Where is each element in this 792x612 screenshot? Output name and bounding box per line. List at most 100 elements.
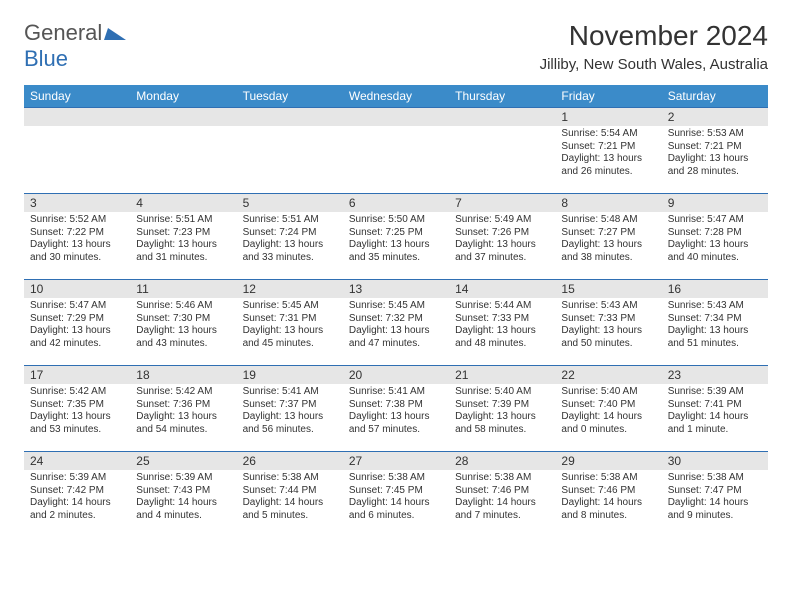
weekday-header: Tuesday [237, 85, 343, 108]
day-number: 28 [449, 452, 555, 470]
calendar-day-cell: 28Sunrise: 5:38 AMSunset: 7:46 PMDayligh… [449, 452, 555, 538]
day-details: Sunrise: 5:43 AMSunset: 7:33 PMDaylight:… [555, 298, 661, 354]
day-details: Sunrise: 5:41 AMSunset: 7:37 PMDaylight:… [237, 384, 343, 440]
calendar-day-cell: 1Sunrise: 5:54 AMSunset: 7:21 PMDaylight… [555, 108, 661, 194]
day-number: 11 [130, 280, 236, 298]
day-details: Sunrise: 5:51 AMSunset: 7:23 PMDaylight:… [130, 212, 236, 268]
day-number: 7 [449, 194, 555, 212]
calendar-day-cell: 5Sunrise: 5:51 AMSunset: 7:24 PMDaylight… [237, 194, 343, 280]
day-details: Sunrise: 5:39 AMSunset: 7:42 PMDaylight:… [24, 470, 130, 526]
calendar-day-cell: 4Sunrise: 5:51 AMSunset: 7:23 PMDaylight… [130, 194, 236, 280]
day-number: 2 [662, 108, 768, 126]
calendar-day-cell: 24Sunrise: 5:39 AMSunset: 7:42 PMDayligh… [24, 452, 130, 538]
calendar-day-cell: 9Sunrise: 5:47 AMSunset: 7:28 PMDaylight… [662, 194, 768, 280]
calendar-day-cell: 21Sunrise: 5:40 AMSunset: 7:39 PMDayligh… [449, 366, 555, 452]
day-details: Sunrise: 5:49 AMSunset: 7:26 PMDaylight:… [449, 212, 555, 268]
day-details: Sunrise: 5:40 AMSunset: 7:39 PMDaylight:… [449, 384, 555, 440]
day-details: Sunrise: 5:38 AMSunset: 7:46 PMDaylight:… [449, 470, 555, 526]
calendar-week-row: 1Sunrise: 5:54 AMSunset: 7:21 PMDaylight… [24, 108, 768, 194]
calendar-day-cell: 11Sunrise: 5:46 AMSunset: 7:30 PMDayligh… [130, 280, 236, 366]
day-number: 12 [237, 280, 343, 298]
day-details: Sunrise: 5:42 AMSunset: 7:35 PMDaylight:… [24, 384, 130, 440]
day-number: 13 [343, 280, 449, 298]
day-details: Sunrise: 5:46 AMSunset: 7:30 PMDaylight:… [130, 298, 236, 354]
day-details: Sunrise: 5:38 AMSunset: 7:46 PMDaylight:… [555, 470, 661, 526]
calendar-day-cell: 29Sunrise: 5:38 AMSunset: 7:46 PMDayligh… [555, 452, 661, 538]
day-details: Sunrise: 5:38 AMSunset: 7:44 PMDaylight:… [237, 470, 343, 526]
logo-text-blue: Blue [24, 46, 68, 71]
day-number: 14 [449, 280, 555, 298]
weekday-header: Wednesday [343, 85, 449, 108]
day-details: Sunrise: 5:41 AMSunset: 7:38 PMDaylight:… [343, 384, 449, 440]
logo: General Blue [24, 20, 126, 72]
day-details: Sunrise: 5:44 AMSunset: 7:33 PMDaylight:… [449, 298, 555, 354]
day-number: 1 [555, 108, 661, 126]
calendar-day-cell: 20Sunrise: 5:41 AMSunset: 7:38 PMDayligh… [343, 366, 449, 452]
day-details: Sunrise: 5:51 AMSunset: 7:24 PMDaylight:… [237, 212, 343, 268]
day-number: 27 [343, 452, 449, 470]
day-number: 18 [130, 366, 236, 384]
day-number: 26 [237, 452, 343, 470]
day-details: Sunrise: 5:38 AMSunset: 7:45 PMDaylight:… [343, 470, 449, 526]
day-number: 22 [555, 366, 661, 384]
calendar-day-cell: 26Sunrise: 5:38 AMSunset: 7:44 PMDayligh… [237, 452, 343, 538]
day-number: 4 [130, 194, 236, 212]
calendar-day-cell: 12Sunrise: 5:45 AMSunset: 7:31 PMDayligh… [237, 280, 343, 366]
day-number: 20 [343, 366, 449, 384]
day-number: 29 [555, 452, 661, 470]
day-details: Sunrise: 5:47 AMSunset: 7:28 PMDaylight:… [662, 212, 768, 268]
calendar-day-cell: 27Sunrise: 5:38 AMSunset: 7:45 PMDayligh… [343, 452, 449, 538]
calendar-day-cell: 30Sunrise: 5:38 AMSunset: 7:47 PMDayligh… [662, 452, 768, 538]
location: Jilliby, New South Wales, Australia [540, 56, 768, 73]
calendar-week-row: 24Sunrise: 5:39 AMSunset: 7:42 PMDayligh… [24, 452, 768, 538]
calendar-day-cell: 7Sunrise: 5:49 AMSunset: 7:26 PMDaylight… [449, 194, 555, 280]
calendar-table: SundayMondayTuesdayWednesdayThursdayFrid… [24, 85, 768, 538]
day-number: 9 [662, 194, 768, 212]
calendar-day-cell: 2Sunrise: 5:53 AMSunset: 7:21 PMDaylight… [662, 108, 768, 194]
calendar-week-row: 3Sunrise: 5:52 AMSunset: 7:22 PMDaylight… [24, 194, 768, 280]
calendar-day-cell [343, 108, 449, 194]
day-details: Sunrise: 5:47 AMSunset: 7:29 PMDaylight:… [24, 298, 130, 354]
day-details: Sunrise: 5:38 AMSunset: 7:47 PMDaylight:… [662, 470, 768, 526]
calendar-day-cell [130, 108, 236, 194]
calendar-day-cell: 18Sunrise: 5:42 AMSunset: 7:36 PMDayligh… [130, 366, 236, 452]
weekday-header: Sunday [24, 85, 130, 108]
day-number-empty [130, 108, 236, 126]
day-details: Sunrise: 5:39 AMSunset: 7:43 PMDaylight:… [130, 470, 236, 526]
logo-text-general: General [24, 20, 102, 45]
day-number-empty [343, 108, 449, 126]
day-details: Sunrise: 5:43 AMSunset: 7:34 PMDaylight:… [662, 298, 768, 354]
calendar-day-cell: 14Sunrise: 5:44 AMSunset: 7:33 PMDayligh… [449, 280, 555, 366]
day-number: 5 [237, 194, 343, 212]
day-number: 21 [449, 366, 555, 384]
title-block: November 2024 Jilliby, New South Wales, … [540, 20, 768, 77]
calendar-header-row: SundayMondayTuesdayWednesdayThursdayFrid… [24, 85, 768, 108]
weekday-header: Friday [555, 85, 661, 108]
weekday-header: Thursday [449, 85, 555, 108]
day-number: 25 [130, 452, 236, 470]
day-number: 8 [555, 194, 661, 212]
day-details: Sunrise: 5:45 AMSunset: 7:32 PMDaylight:… [343, 298, 449, 354]
calendar-week-row: 17Sunrise: 5:42 AMSunset: 7:35 PMDayligh… [24, 366, 768, 452]
day-details: Sunrise: 5:45 AMSunset: 7:31 PMDaylight:… [237, 298, 343, 354]
calendar-day-cell: 25Sunrise: 5:39 AMSunset: 7:43 PMDayligh… [130, 452, 236, 538]
day-number-empty [24, 108, 130, 126]
day-details: Sunrise: 5:42 AMSunset: 7:36 PMDaylight:… [130, 384, 236, 440]
calendar-day-cell: 23Sunrise: 5:39 AMSunset: 7:41 PMDayligh… [662, 366, 768, 452]
calendar-day-cell: 15Sunrise: 5:43 AMSunset: 7:33 PMDayligh… [555, 280, 661, 366]
calendar-day-cell: 13Sunrise: 5:45 AMSunset: 7:32 PMDayligh… [343, 280, 449, 366]
day-details: Sunrise: 5:54 AMSunset: 7:21 PMDaylight:… [555, 126, 661, 182]
calendar-day-cell: 10Sunrise: 5:47 AMSunset: 7:29 PMDayligh… [24, 280, 130, 366]
month-title: November 2024 [540, 20, 768, 52]
day-number: 3 [24, 194, 130, 212]
day-number-empty [237, 108, 343, 126]
calendar-day-cell [449, 108, 555, 194]
calendar-day-cell: 8Sunrise: 5:48 AMSunset: 7:27 PMDaylight… [555, 194, 661, 280]
calendar-day-cell: 3Sunrise: 5:52 AMSunset: 7:22 PMDaylight… [24, 194, 130, 280]
day-number: 19 [237, 366, 343, 384]
day-details: Sunrise: 5:48 AMSunset: 7:27 PMDaylight:… [555, 212, 661, 268]
calendar-day-cell: 16Sunrise: 5:43 AMSunset: 7:34 PMDayligh… [662, 280, 768, 366]
day-details: Sunrise: 5:39 AMSunset: 7:41 PMDaylight:… [662, 384, 768, 440]
calendar-day-cell: 19Sunrise: 5:41 AMSunset: 7:37 PMDayligh… [237, 366, 343, 452]
calendar-day-cell: 6Sunrise: 5:50 AMSunset: 7:25 PMDaylight… [343, 194, 449, 280]
